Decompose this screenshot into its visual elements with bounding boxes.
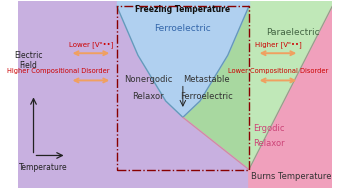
Text: Electric
Field: Electric Field [14, 51, 42, 70]
Text: Nonergodic: Nonergodic [124, 75, 173, 84]
Text: Ferroelectric: Ferroelectric [154, 24, 211, 33]
Text: Ergodic: Ergodic [254, 124, 285, 133]
Text: Burns Temperature: Burns Temperature [251, 172, 332, 181]
Polygon shape [18, 1, 249, 188]
Polygon shape [183, 6, 249, 170]
Text: Lower [Vᵒ••]: Lower [Vᵒ••] [68, 41, 113, 48]
Text: Freezing Temperature: Freezing Temperature [135, 5, 230, 14]
Text: Ferroelectric: Ferroelectric [180, 92, 233, 101]
Polygon shape [117, 6, 249, 117]
Text: Metastable: Metastable [183, 75, 230, 84]
Text: Relaxor: Relaxor [254, 139, 285, 148]
Text: Relaxor: Relaxor [133, 92, 164, 101]
Text: Higher Compositional Disorder: Higher Compositional Disorder [7, 68, 110, 74]
Text: Higher [Vᵒ••]: Higher [Vᵒ••] [255, 41, 301, 48]
Text: Paraelectric: Paraelectric [266, 28, 320, 37]
Polygon shape [117, 1, 249, 6]
Text: Temperature: Temperature [19, 163, 67, 172]
Polygon shape [249, 1, 332, 188]
Text: Lower Compositional Disorder: Lower Compositional Disorder [228, 68, 328, 74]
Polygon shape [183, 117, 249, 170]
Bar [117, 6, 249, 170]
Polygon shape [249, 1, 332, 188]
Polygon shape [249, 6, 332, 188]
